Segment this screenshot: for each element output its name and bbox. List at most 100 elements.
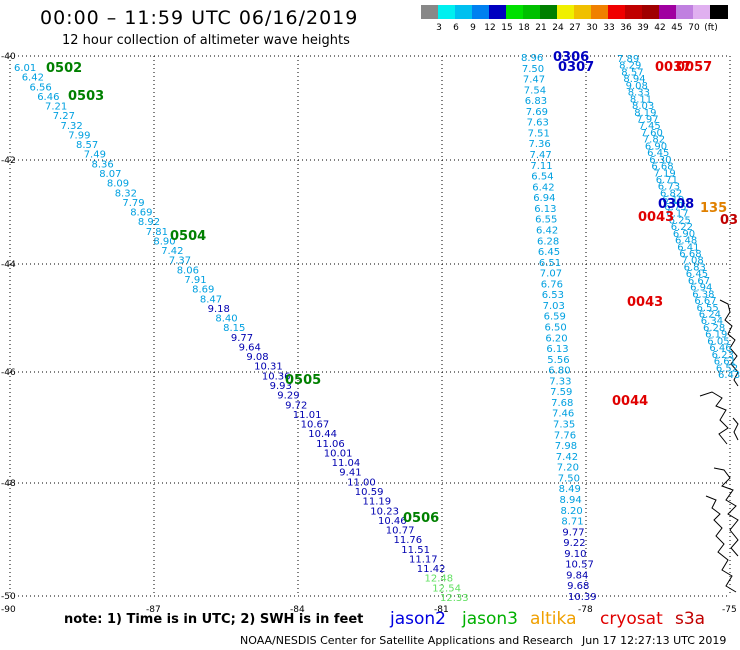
swh-value: 6.46 — [37, 92, 59, 103]
coastline-chile — [699, 299, 739, 593]
legend-s3a: s3a — [675, 609, 706, 629]
colorbar-label: 70 — [688, 23, 700, 33]
swh-value: 7.47 — [530, 150, 552, 161]
colorbar-label: 6 — [453, 23, 459, 33]
swh-value: 7.60 — [641, 128, 663, 139]
swh-value: 6.20 — [545, 333, 567, 344]
swh-value: 7.27 — [53, 111, 75, 122]
swh-value: 9.22 — [563, 538, 585, 549]
swh-value: 10.39 — [568, 592, 597, 603]
pass-label: 0307 — [558, 60, 594, 75]
swh-value: 7.47 — [523, 75, 545, 86]
swh-value: 6.19 — [705, 330, 727, 341]
y-tick-label: -40 — [1, 52, 16, 62]
swh-value: 6.48 — [675, 236, 697, 247]
swh-value: 11.00 — [347, 477, 376, 488]
map-grid — [9, 55, 731, 597]
swh-value: 8.20 — [561, 506, 583, 517]
swh-value: 6.45 — [686, 269, 708, 280]
swh-value: 6.42 — [22, 73, 44, 84]
colorbar-swatch — [625, 5, 643, 19]
swh-value: 6.51 — [539, 258, 561, 269]
swh-value: 6.90 — [645, 141, 667, 152]
swh-value: 8.96 — [521, 53, 543, 64]
swh-value: 7.97 — [636, 115, 658, 126]
y-tick-label: -48 — [1, 479, 16, 489]
swh-value: 7.46 — [552, 409, 574, 420]
swh-value: 6.42 — [532, 182, 554, 193]
swh-value: 6.34 — [701, 316, 723, 327]
swh-value: 9.93 — [270, 381, 292, 392]
swh-value: 10.31 — [254, 362, 283, 373]
swh-value: 6.17 — [666, 209, 688, 220]
colorbar-swatch — [421, 5, 439, 19]
swh-value: 9.18 — [208, 304, 230, 315]
swh-value: 6.53 — [542, 290, 564, 301]
pass-label: 0043 — [638, 210, 674, 225]
colorbar-swatch — [710, 5, 728, 19]
legend-jason2: jason2 — [390, 609, 446, 629]
swh-value: 6.43 — [718, 370, 740, 381]
swh-value: 7.33 — [549, 376, 571, 387]
swh-value: 6.55 — [697, 303, 719, 314]
colorbar-swatch — [693, 5, 711, 19]
pass-label: 0308 — [658, 197, 694, 212]
swh-value: 6.67 — [688, 276, 710, 287]
x-tick-label: -81 — [434, 605, 449, 615]
swh-value: 7.81 — [146, 227, 168, 238]
swh-value: 7.50 — [558, 473, 580, 484]
y-tick-label: -42 — [1, 156, 16, 166]
legend-jason3: jason3 — [462, 609, 518, 629]
generation-timestamp: Jun 17 12:27:13 UTC 2019 — [582, 634, 727, 647]
swh-value: 6.82 — [660, 189, 682, 200]
swh-value: 7.50 — [522, 64, 544, 75]
swh-value: 6.45 — [538, 247, 560, 258]
swh-value: 7.45 — [639, 121, 661, 132]
swh-value: 7.59 — [550, 387, 572, 398]
colorbar-swatch — [591, 5, 609, 19]
swh-value: 7.69 — [526, 107, 548, 118]
pass-label: 0043 — [627, 295, 663, 310]
x-tick-label: -75 — [722, 605, 737, 615]
colorbar-unit: (ft) — [704, 23, 718, 33]
axis-tick-labels: -90 -87 -84 -81 -78 -75 -40 -42 -44 -46 -48 -50 — [1, 52, 737, 615]
swh-value: 7.76 — [554, 430, 576, 441]
swh-value: 10.44 — [308, 429, 337, 440]
swh-value: 8.03 — [632, 101, 654, 112]
swh-value: 6.90 — [673, 229, 695, 240]
legend-altika: altika — [530, 609, 577, 629]
swh-value: 7.07 — [540, 269, 562, 280]
swh-value: 7.82 — [643, 135, 665, 146]
pass-label: 135 — [700, 201, 727, 216]
colorbar-swatch — [540, 5, 558, 19]
pass-label: 0037 — [655, 60, 691, 75]
swh-value: 8.92 — [138, 217, 160, 228]
colorbar-swatch — [574, 5, 592, 19]
pass-label: 0503 — [68, 89, 104, 104]
swh-value: 11.42 — [417, 564, 446, 575]
colorbar-label: 33 — [603, 23, 615, 33]
swh-value: 8.36 — [92, 159, 114, 170]
altimeter-tracks: 6.016.426.566.467.217.277.327.998.577.49… — [14, 53, 740, 604]
colorbar-label: 45 — [671, 23, 683, 33]
map-title: 00:00 – 11:59 UTC 06/16/2019 — [40, 7, 359, 29]
swh-value: 6.76 — [541, 279, 563, 290]
pass-label: 0044 — [612, 394, 648, 409]
pass-labels: 0502050305040505050603060307030800430043… — [46, 50, 738, 526]
swh-value: 9.77 — [562, 527, 584, 538]
swh-value: 8.40 — [215, 314, 237, 325]
swh-value: 6.38 — [692, 289, 714, 300]
colorbar-label: 18 — [518, 23, 530, 33]
swh-value: 8.07 — [99, 169, 121, 180]
swh-value: 6.13 — [546, 344, 568, 355]
swh-value: 7.63 — [527, 118, 549, 129]
swh-value: 8.06 — [177, 265, 199, 276]
swh-value: 8.15 — [223, 323, 245, 334]
swh-value: 12.33 — [440, 593, 469, 604]
swh-value: 6.61 — [714, 357, 736, 368]
swh-value: 8.47 — [200, 294, 222, 305]
y-tick-label: -50 — [1, 592, 16, 602]
swh-value: 7.51 — [528, 129, 550, 140]
swh-value: 6.75 — [664, 202, 686, 213]
swh-value: 8.90 — [153, 237, 175, 248]
